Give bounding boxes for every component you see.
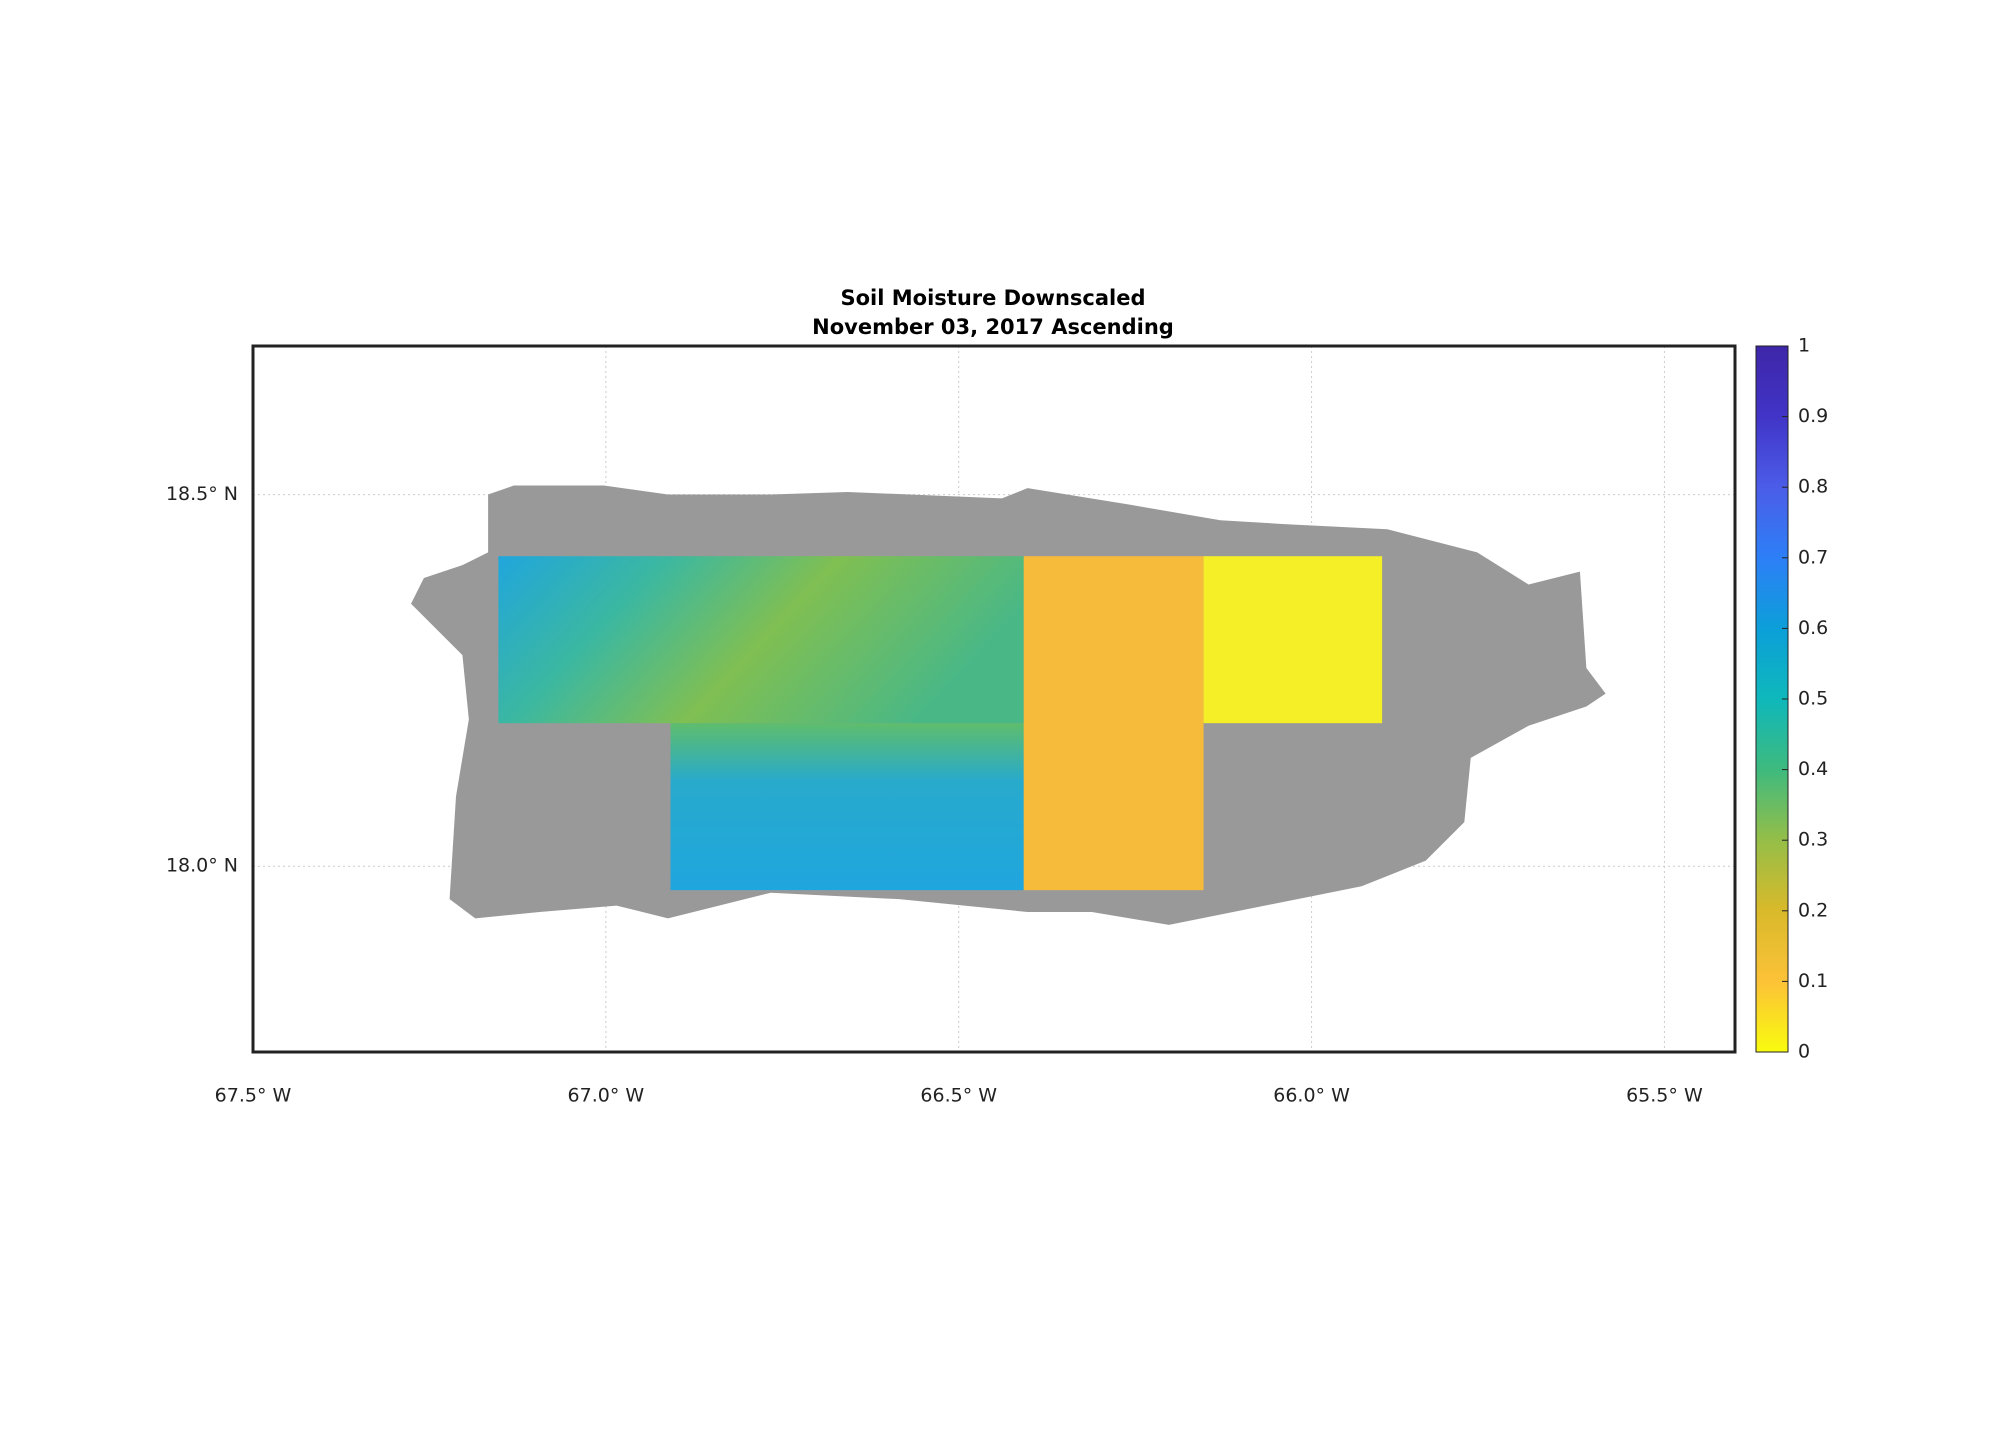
map-title: Soil Moisture Downscaled [841, 286, 1146, 310]
y-tick-label: 18.5° N [166, 483, 238, 505]
colorbar-tick-label: 0.9 [1798, 405, 1828, 427]
x-tick-label: 67.0° W [568, 1085, 645, 1107]
colorbar-tick-label: 0.3 [1798, 829, 1828, 851]
colorbar-tick-label: 0 [1798, 1041, 1810, 1063]
colorbar-tick-label: 0.1 [1798, 970, 1828, 992]
map-frame [251, 344, 1737, 1054]
colorbar-tick-label: 0.6 [1798, 617, 1828, 639]
x-tick-label: 67.5° W [215, 1085, 292, 1107]
colorbar-tick-label: 0.8 [1798, 476, 1828, 498]
colorbar-tick-label: 0.5 [1798, 688, 1828, 710]
swath-northwest [498, 556, 1024, 724]
map-subtitle: November 03, 2017 Ascending [812, 315, 1174, 339]
colorbar-tick-label: 1 [1798, 335, 1810, 357]
y-tick-label: 18.0° N [166, 855, 238, 877]
x-tick-label: 66.5° W [920, 1085, 997, 1107]
colorbar-tick-label: 0.7 [1798, 546, 1828, 568]
map-layer [411, 485, 1606, 925]
x-tick-label: 66.0° W [1273, 1085, 1350, 1107]
x-tick-label: 65.5° W [1626, 1085, 1703, 1107]
colorbar-tick-label: 0.4 [1798, 758, 1828, 780]
swath-central [1023, 556, 1204, 891]
swath-east [1203, 556, 1383, 724]
colorbar-tick-label: 0.2 [1798, 899, 1828, 921]
swath-southwest [670, 723, 1024, 891]
